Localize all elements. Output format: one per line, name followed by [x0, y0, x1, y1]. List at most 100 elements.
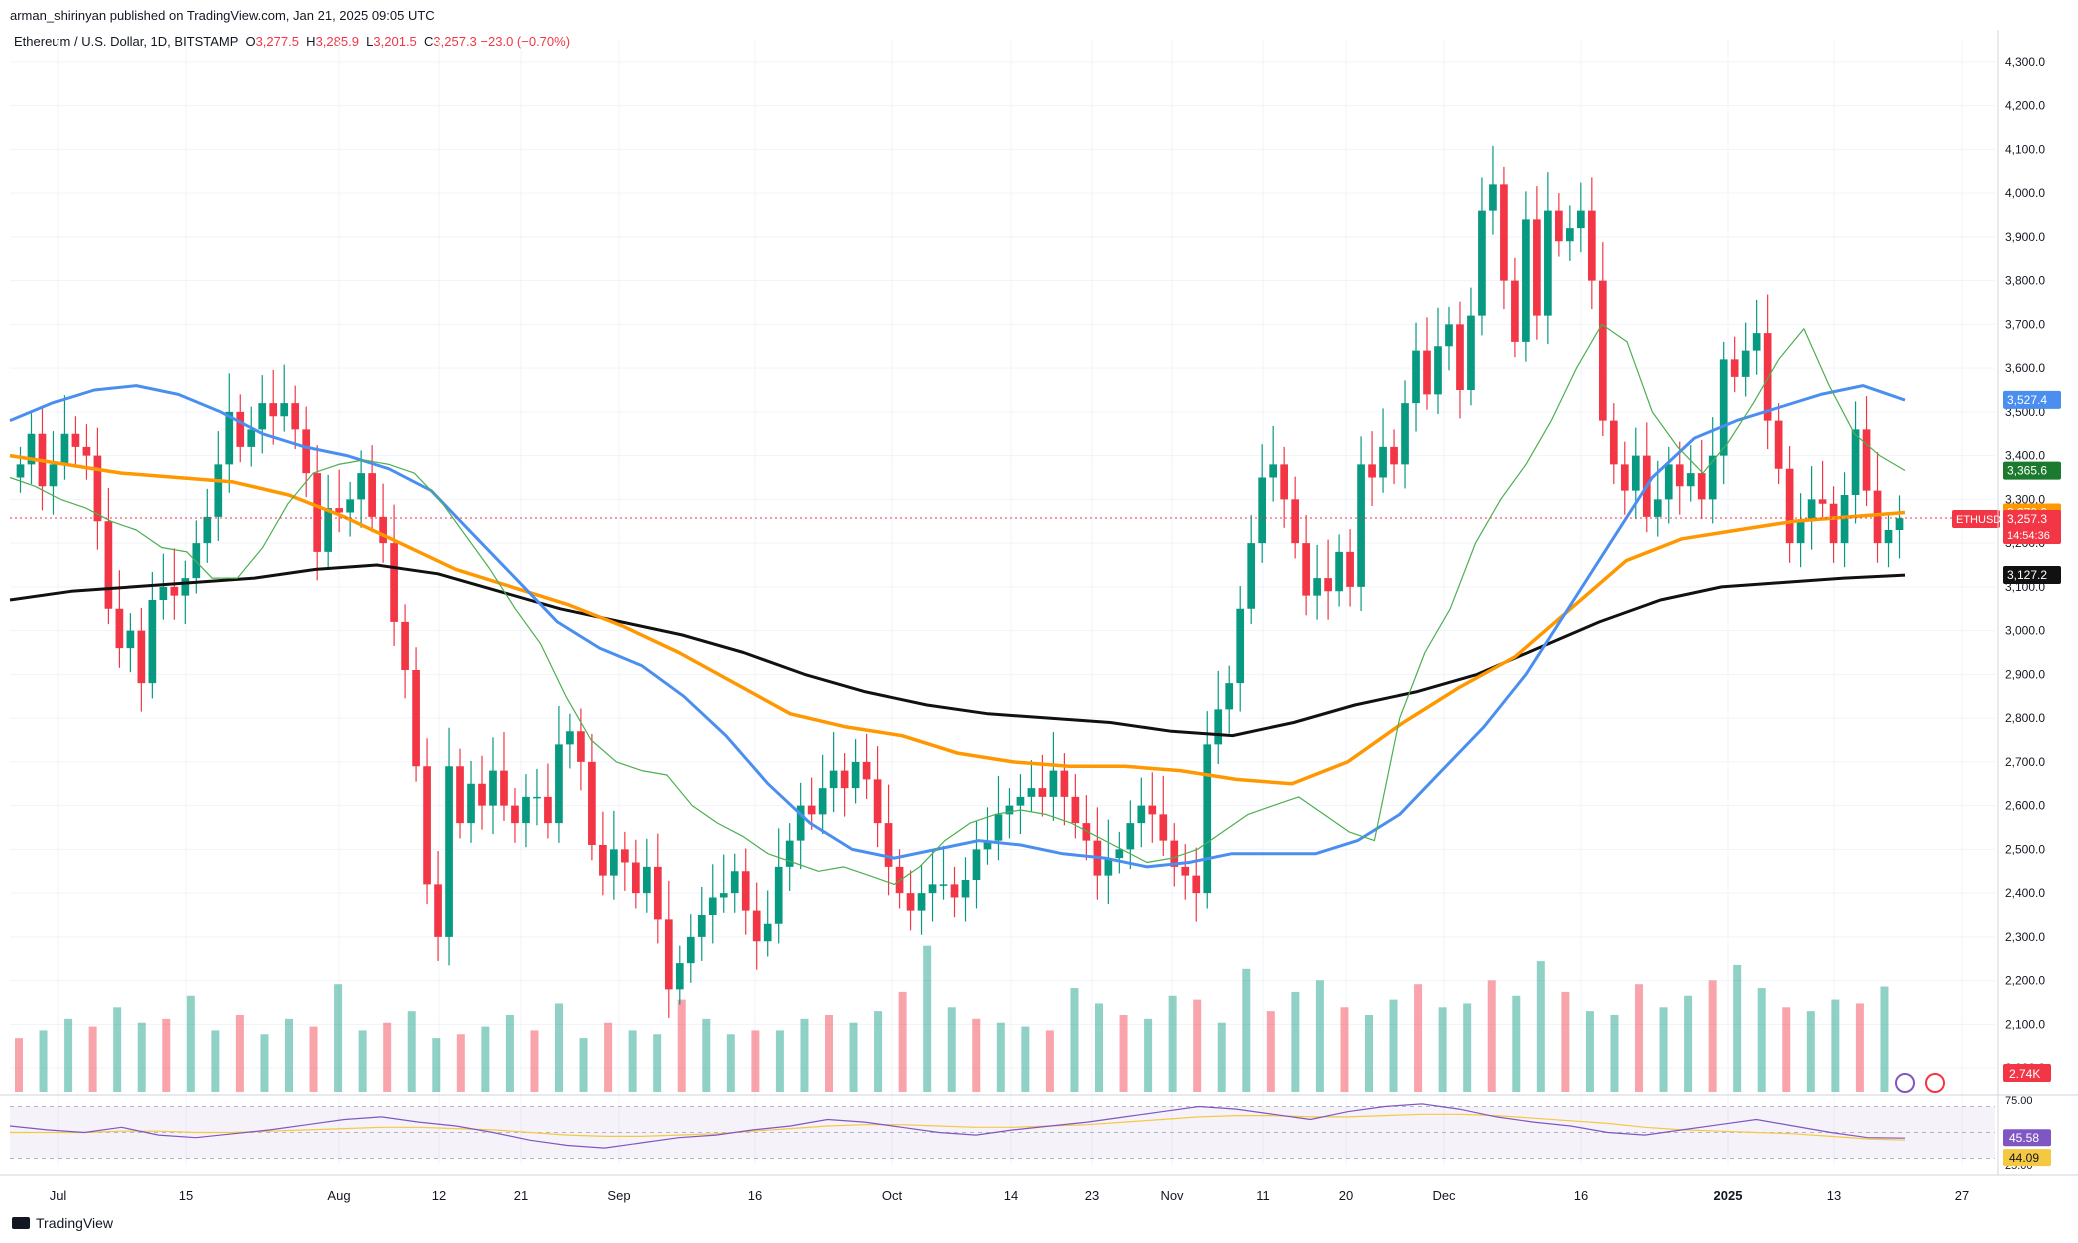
candle-body	[840, 770, 849, 789]
candle-body	[1763, 333, 1772, 421]
ma100-line	[9, 453, 1906, 786]
candle-body	[489, 770, 497, 806]
candle-body	[302, 429, 311, 474]
candle-body	[522, 796, 530, 824]
candle-body	[115, 608, 124, 649]
volume-bar	[1684, 995, 1693, 1092]
volume-bar	[1438, 1007, 1447, 1092]
candle-body	[1247, 543, 1256, 609]
volume-bar	[186, 995, 195, 1092]
price-badge-bg	[2003, 510, 2061, 545]
price-tick-label: 3,800.0	[2005, 274, 2045, 288]
candle-body	[1807, 499, 1816, 522]
candle-body	[631, 862, 640, 894]
volume-bar	[1315, 980, 1324, 1092]
volume-bar	[775, 1030, 784, 1092]
candle-body	[752, 910, 761, 942]
candle-body	[906, 893, 915, 911]
candle-body	[1258, 477, 1267, 544]
candle-body	[664, 919, 673, 990]
volume-bar	[407, 1011, 416, 1092]
volume-bar	[309, 1026, 318, 1092]
time-tick-label: 20	[1339, 1188, 1353, 1203]
volume-bar	[898, 991, 907, 1092]
volume-bar	[1585, 1011, 1594, 1092]
volume-bar	[604, 1022, 613, 1092]
candle-body	[1203, 744, 1212, 894]
candle-body	[456, 766, 464, 824]
candle-body	[1082, 823, 1091, 841]
bolt-icon	[1895, 1073, 1915, 1093]
candle-body	[203, 516, 212, 544]
symbol-tag: ETHUSD	[1956, 514, 2001, 526]
volume-bar	[874, 1011, 883, 1092]
ma20-badge-bg	[2003, 461, 2061, 480]
candle-body	[862, 761, 871, 780]
candle-body	[1346, 551, 1354, 587]
symbol-info: Ethereum / U.S. Dollar, 1D, BITSTAMP O3,…	[14, 34, 571, 49]
candle-body	[708, 897, 717, 915]
candle-body	[1225, 683, 1234, 710]
time-tick-label: 27	[1955, 1188, 1969, 1203]
volume-bar	[1119, 1015, 1128, 1092]
ma200-badge: 3,127.2	[2007, 568, 2047, 582]
price-tick-label: 3,400.0	[2005, 449, 2045, 463]
volume-bar	[677, 999, 686, 1092]
volume-bar	[923, 945, 932, 1092]
volume-bar	[579, 1038, 588, 1092]
candle-body	[1522, 219, 1530, 342]
symbol-tag-bg	[1952, 510, 2000, 529]
candle-body	[170, 586, 179, 596]
candle-body	[1818, 499, 1827, 504]
volume-bar	[1144, 1018, 1153, 1092]
candle-body	[1478, 210, 1486, 316]
price-tick-label: 2,800.0	[2005, 711, 2045, 725]
candle-body	[1467, 315, 1475, 390]
candle-body	[1533, 219, 1541, 316]
volume-bar	[1463, 1003, 1472, 1092]
ohlc-change: −23.0 (−0.70%)	[480, 34, 571, 49]
volume-bar	[39, 1030, 48, 1092]
candle-body	[1873, 490, 1882, 544]
volume-bar	[1659, 1007, 1668, 1092]
volume-bar	[628, 1030, 637, 1092]
candle-body	[1071, 796, 1080, 824]
time-tick-label: Oct	[882, 1188, 903, 1203]
volume-bar	[88, 1026, 97, 1092]
price-tick-label: 2,400.0	[2005, 886, 2045, 900]
candle-body	[269, 403, 278, 417]
flag-icon	[1925, 1073, 1945, 1093]
tradingview-icon	[12, 1217, 30, 1229]
volume-bar	[137, 1022, 146, 1092]
candle-body	[1664, 464, 1673, 500]
candle-body	[950, 884, 959, 898]
volume-bar	[1242, 968, 1251, 1092]
candle-body	[1159, 814, 1168, 841]
volume-bar	[1733, 964, 1742, 1092]
candle-body	[1796, 521, 1805, 544]
candle-body	[236, 411, 245, 447]
candle-body	[785, 840, 794, 867]
candle-body	[27, 433, 36, 465]
candle-body	[1280, 464, 1289, 500]
time-tick-label: 16	[748, 1188, 762, 1203]
volume-bar	[1070, 988, 1079, 1092]
candle-body	[895, 866, 904, 894]
time-tick-label: Dec	[1432, 1188, 1456, 1203]
time-tick-label: 2025	[1714, 1188, 1743, 1203]
candle-body	[247, 429, 256, 447]
ma50-badge: 3,527.4	[2007, 393, 2047, 407]
price-tick-label: 4,200.0	[2005, 99, 2045, 113]
candle-body	[478, 783, 486, 806]
volume-bar	[235, 1015, 244, 1092]
candle-body	[1236, 608, 1245, 684]
candle-body	[126, 630, 135, 649]
candle-body	[796, 805, 805, 841]
price-tick-label: 2,300.0	[2005, 930, 2045, 944]
candle-body	[214, 464, 223, 517]
candle-body	[1862, 429, 1871, 491]
symbol-title: Ethereum / U.S. Dollar, 1D, BITSTAMP	[14, 34, 239, 49]
candle-body	[1631, 455, 1640, 491]
volume-bar	[1635, 984, 1643, 1092]
